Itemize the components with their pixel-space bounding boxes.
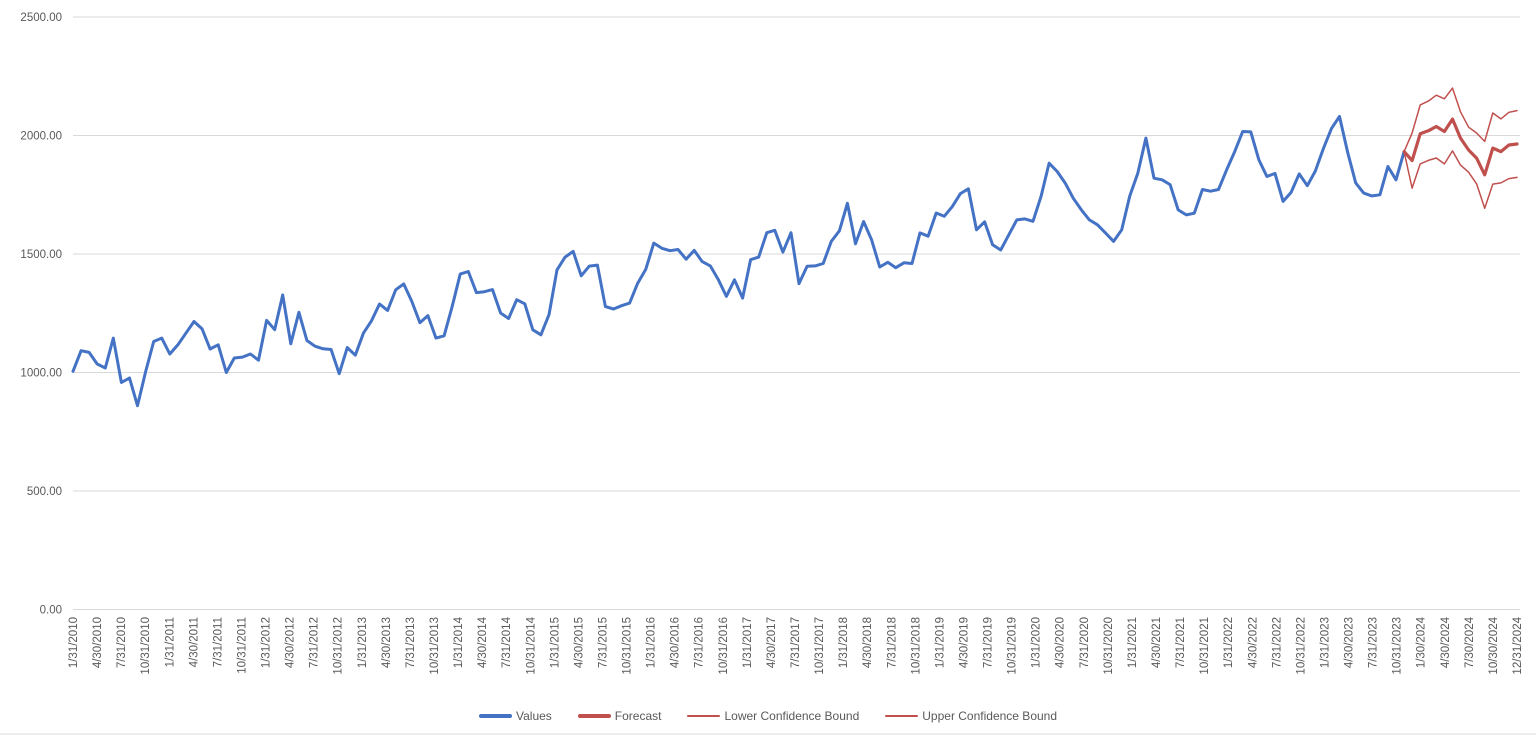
chart-legend: Values Forecast Lower Confidence Bound U… [0,709,1536,723]
x-axis-tick-label: 1/31/2015 [549,617,561,668]
x-axis-tick-label: 4/30/2011 [188,617,200,667]
x-axis-tick-label: 10/31/2018 [910,617,922,675]
x-axis-tick-label: 7/31/2010 [116,617,128,668]
legend-label-lower-confidence-bound: Lower Confidence Bound [724,709,860,723]
x-axis-tick-label: 10/31/2011 [236,617,248,674]
legend-item-forecast[interactable]: Forecast [577,709,662,723]
x-axis-tick-label: 1/31/2013 [357,617,369,668]
y-axis-tick-label: 2000.00 [20,131,62,143]
x-axis-tick-label: 4/30/2018 [862,617,874,668]
x-axis-tick-label: 4/30/2023 [1344,617,1356,668]
legend-item-upper-confidence-bound[interactable]: Upper Confidence Bound [885,709,1057,723]
x-axis-tick-label: 4/30/2021 [1151,617,1163,668]
x-axis-tick-label: 10/31/2013 [429,617,441,675]
x-axis-tick-label: 7/31/2019 [983,617,995,668]
x-axis-tick-label: 10/30/2024 [1488,616,1500,674]
x-axis-tick-label: 1/31/2022 [1223,617,1235,668]
x-axis-tick-label: 10/31/2016 [718,617,730,675]
x-axis-tick-label: 12/31/2024 [1512,616,1524,674]
forecast-line[interactable] [1402,117,1519,177]
legend-label-values: Values [515,709,552,723]
x-axis-tick-label: 4/30/2013 [381,617,393,668]
x-axis-tick-label: 10/31/2014 [525,616,537,674]
x-axis-tick-label: 1/31/2010 [68,617,80,668]
chart-plot-area: 2500.00 2000.00 1500.00 1000.00 500.00 0.00 1/… [20,12,1524,675]
x-axis-tick-label: 1/31/2023 [1319,617,1331,668]
x-axis-tick-label: 4/30/2020 [1055,617,1067,668]
x-axis-tick-label: 1/31/2020 [1031,617,1043,668]
x-axis-tick-label: 1/31/2012 [261,617,273,668]
lower-confidence-bound-line-swatch [687,715,721,717]
x-axis-tick-label: 10/31/2021 [1199,617,1211,675]
x-axis-tick-label: 10/31/2017 [814,617,826,675]
x-axis-tick-label: 1/31/2019 [934,617,946,668]
x-axis-tick-label: 1/31/2021 [1127,617,1139,668]
x-axis-tick-label: 1/31/2018 [838,617,850,668]
x-axis-tick-label: 10/31/2015 [622,617,634,675]
x-axis-tick-label: 4/30/2017 [766,617,778,668]
x-axis-tick-label: 1/31/2017 [742,617,754,668]
x-axis-tick-label: 4/30/2024 [1440,616,1452,668]
x-axis-tick-label: 7/31/2014 [501,616,513,668]
x-axis-tick-label: 10/31/2022 [1295,617,1307,675]
x-axis-tick-label: 7/31/2021 [1175,617,1187,668]
x-axis-tick-label: 7/31/2013 [405,617,417,668]
y-axis-tick-label: 2500.00 [20,12,62,24]
y-axis-tick-label: 0.00 [40,605,62,617]
x-axis-tick-label: 7/31/2015 [597,617,609,668]
legend-item-values[interactable]: Values [478,709,552,723]
x-axis-tick-label: 7/31/2022 [1271,617,1283,668]
x-axis-tick-label: 7/31/2011 [212,617,224,667]
x-axis-tick-label: 7/31/2017 [790,617,802,668]
values-line-swatch [478,714,512,718]
forecast-line-swatch [577,714,611,718]
lower-confidence-bound-line[interactable] [1403,150,1518,210]
values-line[interactable] [71,115,1406,408]
y-axis-tick-label: 500.00 [27,486,62,498]
x-axis-tick-label: 4/30/2019 [958,617,970,668]
x-axis-tick-label: 4/30/2022 [1247,617,1259,668]
y-axis-tick-label: 1000.00 [20,368,62,380]
x-axis-tick-label: 7/30/2024 [1464,616,1476,668]
x-axis-tick-label: 7/31/2012 [309,617,321,668]
x-axis-tick-label: 10/31/2010 [140,617,152,675]
x-axis-tick-label: 4/30/2010 [92,617,104,668]
legend-label-upper-confidence-bound: Upper Confidence Bound [922,709,1058,723]
x-axis-tick-label: 4/30/2015 [573,617,585,668]
x-axis-tick-label: 4/30/2012 [285,617,297,668]
x-axis-tick-label: 1/31/2011 [164,617,176,667]
x-axis-tick-label: 7/31/2020 [1079,617,1091,668]
upper-confidence-bound-line[interactable] [1403,87,1518,153]
x-axis-tick-label: 1/30/2024 [1416,616,1428,668]
x-axis-tick-label: 10/31/2012 [333,617,345,675]
upper-confidence-bound-line-swatch [885,715,919,717]
x-axis-tick-label: 7/31/2023 [1368,617,1380,668]
x-axis-tick-label: 10/31/2019 [1007,617,1019,675]
x-axis-tick-label: 4/30/2014 [477,616,489,668]
x-axis-tick-label: 10/31/2023 [1392,617,1404,675]
x-axis-tick-label: 10/31/2020 [1103,617,1115,675]
x-axis-tick-label: 7/31/2016 [694,617,706,668]
legend-item-lower-confidence-bound[interactable]: Lower Confidence Bound [687,709,859,723]
x-axis-tick-label: 4/30/2016 [670,617,682,668]
x-axis-tick-label: 1/31/2016 [646,617,658,668]
x-axis-tick-label: 1/31/2014 [453,616,465,668]
y-axis-tick-label: 1500.00 [20,249,62,261]
x-axis-tick-label: 7/31/2018 [886,617,898,668]
legend-label-forecast: Forecast [614,709,662,723]
